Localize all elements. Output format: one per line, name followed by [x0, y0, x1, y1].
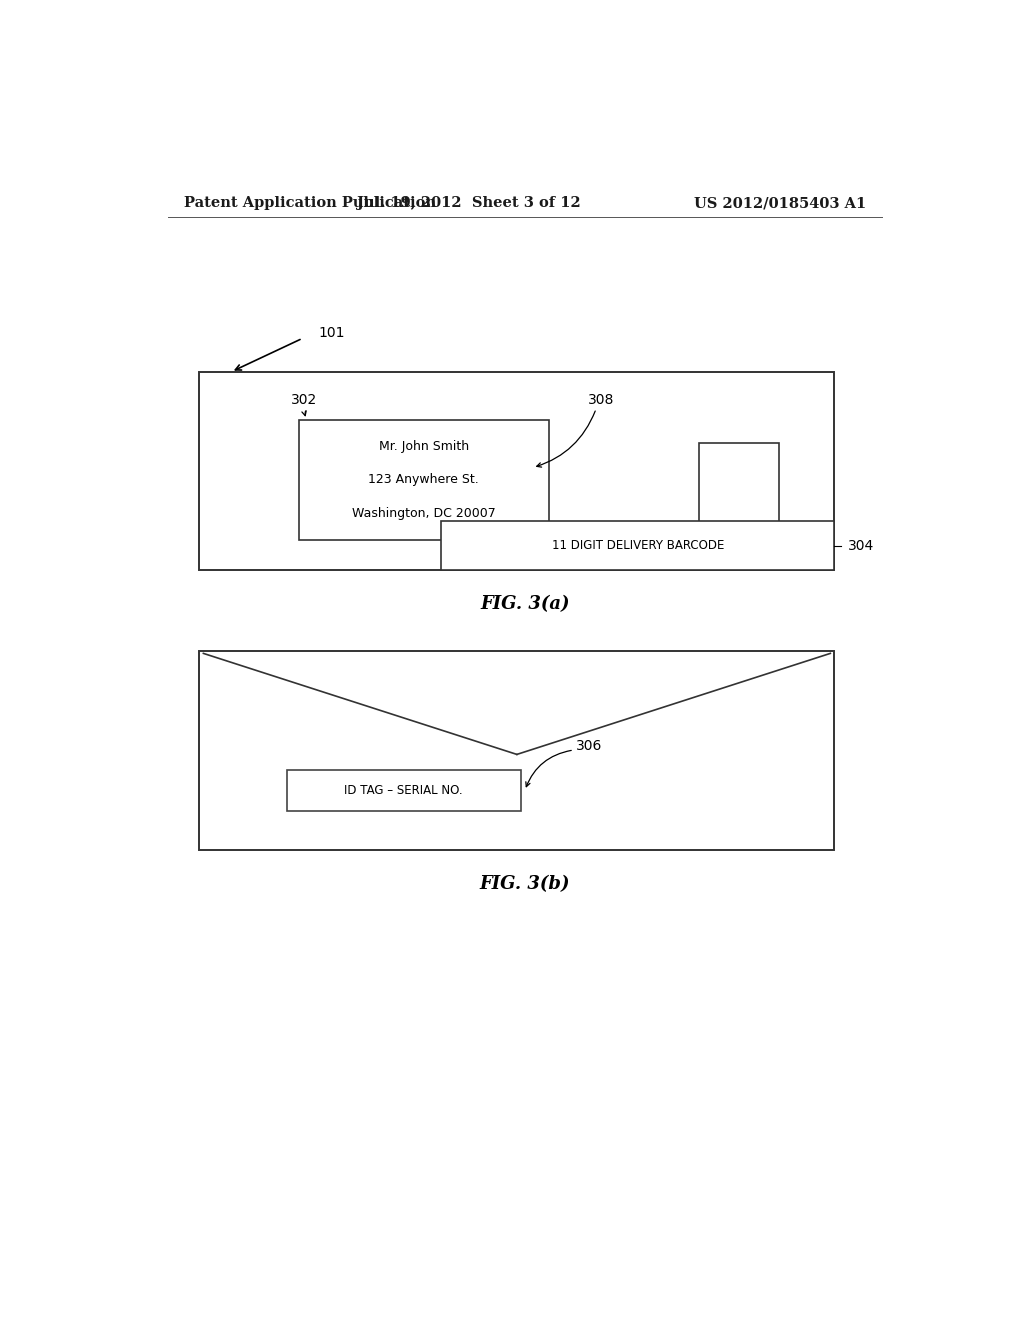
Text: 302: 302 [291, 393, 317, 408]
Text: 304: 304 [848, 539, 874, 553]
Text: FIG. 3(a): FIG. 3(a) [480, 595, 569, 614]
Text: 306: 306 [577, 739, 603, 752]
Bar [299, 420, 549, 540]
Text: Jul. 19, 2012  Sheet 3 of 12: Jul. 19, 2012 Sheet 3 of 12 [357, 197, 582, 210]
Text: 123 Anywhere St.: 123 Anywhere St. [369, 473, 479, 486]
Text: Washington, DC 20007: Washington, DC 20007 [351, 507, 496, 520]
Text: 11 DIGIT DELIVERY BARCODE: 11 DIGIT DELIVERY BARCODE [552, 539, 724, 552]
Text: US 2012/0185403 A1: US 2012/0185403 A1 [694, 197, 866, 210]
Bar [200, 651, 835, 850]
Text: 308: 308 [588, 393, 614, 408]
Bar [200, 372, 835, 570]
Text: Patent Application Publication: Patent Application Publication [183, 197, 435, 210]
Text: ID TAG – SERIAL NO.: ID TAG – SERIAL NO. [344, 784, 463, 797]
Bar [287, 771, 521, 810]
Bar [441, 521, 835, 570]
Text: Mr. John Smith: Mr. John Smith [379, 440, 469, 453]
Text: 101: 101 [318, 326, 345, 341]
Bar [699, 444, 778, 529]
Text: FIG. 3(b): FIG. 3(b) [479, 875, 570, 892]
